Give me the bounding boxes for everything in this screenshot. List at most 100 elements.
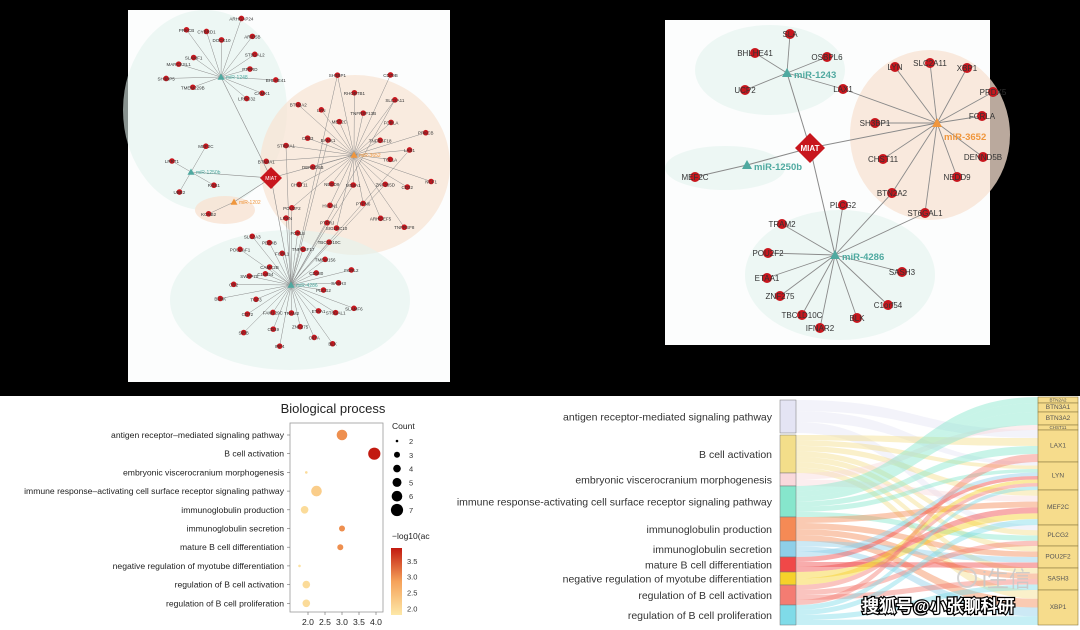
gene-label: SH3BP5	[157, 76, 175, 81]
gene-node	[785, 29, 795, 39]
sankey-source-label: immunoglobulin production	[647, 524, 773, 536]
color-legend-label: 3.5	[407, 557, 417, 566]
sankey-source-node	[779, 434, 797, 474]
gene-node	[797, 310, 807, 320]
size-legend-dot	[395, 439, 399, 443]
sankey-source-label: immunoglobulin secretion	[653, 544, 772, 556]
sankey-link	[796, 519, 1038, 615]
y-tick-label: immunoglobulin secretion	[187, 524, 285, 534]
edge	[786, 72, 811, 149]
sankey-source-node	[779, 399, 797, 434]
size-legend-dot	[392, 477, 402, 487]
edge	[290, 284, 301, 327]
right-network-nodes: SLA BHLHE41 OSBPL6 UCP2 LAX1 LYN SLC2A11 XBP1 PR…	[681, 29, 1007, 333]
teal-cluster-blob	[695, 25, 845, 115]
mirna-label: miR-1248	[226, 75, 248, 81]
edge	[220, 18, 242, 78]
gene-node	[190, 54, 197, 61]
gene-label: BTN2A2	[290, 103, 308, 108]
sankey-target-label: LYN	[1052, 473, 1064, 480]
sankey-link	[796, 397, 1038, 492]
sankey-target-node	[1037, 589, 1079, 626]
gene-label: ZNF385D	[376, 182, 396, 187]
gene-node	[897, 267, 907, 277]
sankey-source-node	[779, 556, 797, 573]
gene-label: PTPN6	[356, 201, 371, 206]
edge	[190, 171, 272, 179]
edge	[290, 249, 304, 286]
sankey-link	[796, 403, 1038, 497]
edge	[353, 154, 408, 188]
miat-node-icon	[260, 167, 282, 189]
sankey-link	[796, 412, 1038, 502]
sankey-link	[796, 486, 1038, 610]
gene-label: PRKCB	[179, 28, 195, 33]
data-point	[302, 580, 311, 589]
gene-node	[326, 239, 332, 245]
gene-node	[266, 239, 273, 246]
gene-node	[332, 309, 339, 316]
edge	[299, 154, 355, 185]
gene-label: PRKCB	[418, 131, 434, 136]
sankey-link	[796, 616, 1038, 625]
y-tick-label: regulation of B cell proliferation	[166, 598, 284, 608]
sankey-diagram: antigen receptor-mediated signaling path…	[457, 396, 1079, 626]
gene-node	[283, 142, 289, 149]
gene-label: SPIB	[239, 331, 249, 336]
gene-node	[360, 110, 367, 116]
gene-label: MS4A1	[346, 183, 361, 188]
gene-node	[392, 97, 398, 103]
mirna-label: miR-4286	[842, 252, 884, 263]
gene-node	[249, 33, 256, 40]
gene-label: DOCK10	[212, 38, 231, 43]
gene-label: SLAMF6	[345, 306, 363, 311]
gene-label: FAM129C	[263, 310, 284, 315]
size-legend-label: 5	[409, 478, 413, 487]
gene-node	[690, 172, 700, 182]
gene-node	[190, 84, 196, 91]
gene-node	[977, 111, 987, 121]
sankey-link	[796, 523, 1038, 557]
orange-cluster-blob	[850, 50, 1010, 220]
edge	[694, 164, 748, 178]
edge	[339, 121, 355, 156]
gene-node	[401, 224, 408, 231]
edge	[353, 113, 364, 156]
edge	[281, 253, 292, 286]
sankey-link	[796, 454, 1038, 605]
gene-node	[313, 270, 320, 276]
size-legend-dot	[393, 464, 401, 473]
gene-label: BHLHE41	[266, 78, 287, 83]
gene-label: IRF4	[275, 344, 285, 349]
edge	[834, 254, 889, 306]
gene-label: MEF2C	[198, 144, 214, 149]
gene-label: TNFRSF18	[369, 138, 392, 143]
gene-label: RGS1	[208, 183, 221, 188]
edge	[290, 241, 330, 286]
edge	[166, 76, 222, 79]
mirna-node-icon	[187, 168, 195, 175]
watermark-logo-icon	[957, 568, 977, 588]
gene-label: CD83	[302, 136, 314, 141]
dot-plot-title: Biological process	[281, 401, 386, 416]
gene-node	[925, 58, 935, 68]
gene-label: OSBPL6	[811, 53, 843, 62]
mirna-label: miR-1250b	[754, 162, 802, 173]
y-tick-label: negative regulation of myotube different…	[113, 561, 285, 571]
edge	[936, 67, 968, 124]
gene-label: BTN3A1	[258, 159, 276, 164]
gene-node	[175, 61, 182, 67]
edge	[766, 254, 836, 279]
gene-node	[335, 280, 342, 286]
gene-node	[279, 250, 285, 257]
y-tick-label: embryonic viscerocranium morphogenesis	[123, 467, 284, 477]
x-tick-label: 4.0	[370, 617, 382, 627]
sankey-link	[796, 501, 1038, 523]
sankey-link	[796, 446, 1038, 507]
x-tick-label: 2.5	[319, 617, 331, 627]
sankey-link	[796, 579, 1038, 600]
edge	[801, 254, 836, 316]
sankey-link	[796, 507, 1038, 572]
edge	[353, 132, 426, 156]
edge	[239, 249, 292, 286]
